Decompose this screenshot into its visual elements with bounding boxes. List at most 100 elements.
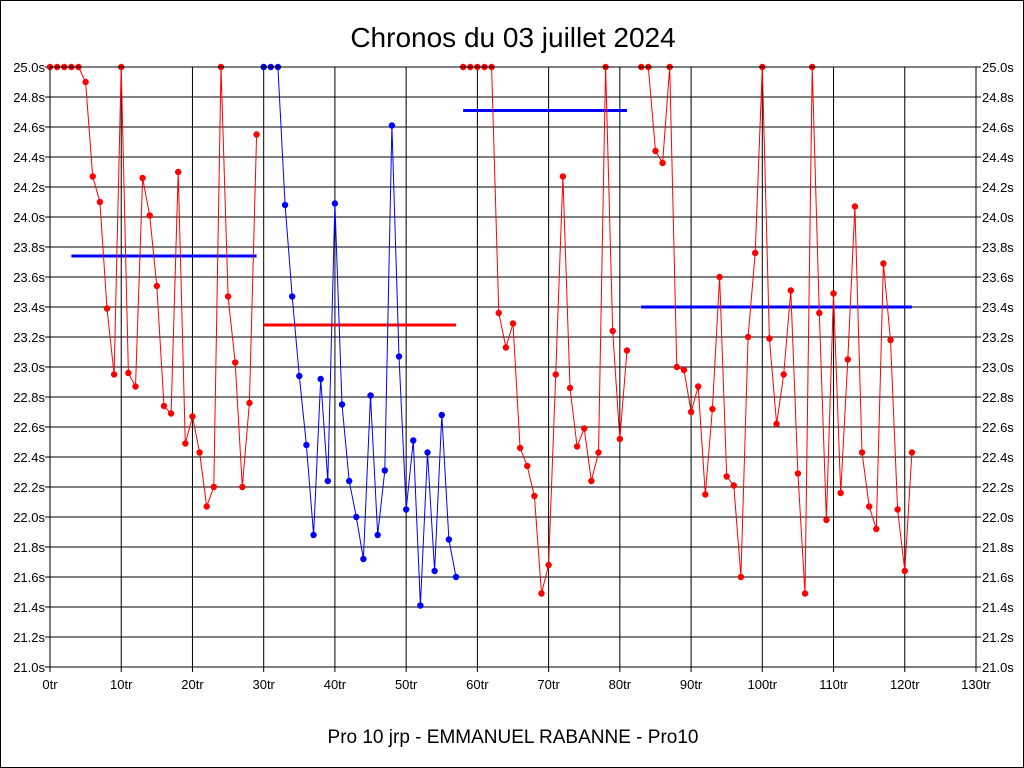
x-tick-label: 100tr <box>747 677 777 692</box>
y-tick-label-right: 23.0s <box>982 360 1014 375</box>
series-line <box>463 66 628 594</box>
data-point <box>239 483 246 491</box>
x-tick-label: 40tr <box>324 677 347 692</box>
y-tick-label-left: 21.0s <box>13 660 45 675</box>
data-point <box>794 470 802 477</box>
data-point <box>516 444 524 452</box>
data-point <box>687 408 695 416</box>
data-point <box>887 336 894 344</box>
data-point <box>175 168 182 176</box>
data-point <box>766 335 773 342</box>
series-points <box>46 63 916 609</box>
data-point <box>581 425 588 432</box>
data-point <box>816 309 823 317</box>
x-tick-label: 50tr <box>395 677 418 692</box>
data-point <box>524 462 531 470</box>
y-tick-label-right: 23.2s <box>982 330 1014 345</box>
y-tick-label-right: 25.0s <box>982 60 1014 75</box>
data-point <box>801 590 809 597</box>
x-tick-label: 90tr <box>680 677 703 692</box>
data-point <box>851 203 859 210</box>
data-point <box>410 437 417 444</box>
data-point <box>787 287 794 294</box>
data-point <box>823 516 830 524</box>
data-point <box>538 590 545 597</box>
y-tick-label-right: 21.6s <box>982 570 1014 585</box>
data-point <box>232 359 239 366</box>
y-tick-label-left: 24.4s <box>13 150 45 165</box>
data-point <box>132 383 139 390</box>
y-tick-label-right: 22.0s <box>982 510 1014 525</box>
data-point <box>203 503 210 510</box>
series-line <box>641 66 913 594</box>
y-tick-label-left: 22.2s <box>13 480 45 495</box>
data-point <box>588 477 595 485</box>
y-axis-right-labels: 25.0s 24.8s 24.6s 24.4s 24.2s 24.0s 23.8s 23.6s… <box>982 60 1014 675</box>
y-tick-label-left: 22.0s <box>13 510 45 525</box>
data-point <box>317 375 324 383</box>
y-tick-label-left: 21.6s <box>13 570 45 585</box>
data-point <box>830 290 837 297</box>
y-tick-label-right: 23.8s <box>982 240 1014 255</box>
data-point <box>894 506 901 513</box>
data-point <box>431 567 438 575</box>
data-point <box>281 201 289 209</box>
data-point <box>652 147 659 155</box>
y-tick-label-right: 24.8s <box>982 90 1014 105</box>
y-tick-label-right: 22.8s <box>982 390 1014 405</box>
y-tick-label-right: 23.4s <box>982 300 1014 315</box>
data-point <box>167 410 175 417</box>
data-point <box>737 573 745 581</box>
y-tick-label-left: 21.4s <box>13 600 45 615</box>
data-point <box>552 371 559 378</box>
y-tick-label-right: 22.4s <box>982 450 1014 465</box>
data-point <box>502 344 510 351</box>
y-tick-label-left: 22.4s <box>13 450 45 465</box>
x-tick-label: 30tr <box>252 677 275 692</box>
y-tick-label-left: 21.2s <box>13 630 45 645</box>
data-point <box>246 399 253 407</box>
plot-area-border <box>49 66 977 668</box>
data-point <box>367 392 374 399</box>
data-point <box>445 536 453 543</box>
y-tick-label-left: 23.8s <box>13 240 45 255</box>
chart-title: Chronos du 03 juillet 2024 <box>350 22 675 53</box>
data-point <box>125 369 132 377</box>
y-tick-label-left: 23.0s <box>13 360 45 375</box>
data-point <box>196 449 203 456</box>
y-tick-label-right: 21.0s <box>982 660 1014 675</box>
data-point <box>438 411 445 419</box>
data-point <box>296 372 303 380</box>
x-tick-label: 130tr <box>961 677 991 692</box>
data-point <box>417 602 424 609</box>
data-point <box>880 260 887 267</box>
data-point <box>324 477 331 485</box>
data-point <box>751 249 759 257</box>
data-point <box>509 320 517 327</box>
data-point <box>744 333 752 341</box>
data-point <box>495 309 502 317</box>
data-point <box>709 405 716 413</box>
data-point <box>182 440 189 447</box>
data-point <box>780 371 787 378</box>
data-point <box>452 573 460 581</box>
data-point <box>723 473 730 480</box>
data-point <box>89 173 96 180</box>
data-point <box>844 356 851 363</box>
data-point <box>908 449 916 456</box>
y-tick-label-right: 21.2s <box>982 630 1014 645</box>
x-tick-label: 0tr <box>42 677 58 692</box>
data-point <box>559 173 567 180</box>
x-tick-label: 10tr <box>110 677 133 692</box>
y-tick-label-left: 23.2s <box>13 330 45 345</box>
data-point <box>388 122 396 129</box>
data-point <box>288 293 296 300</box>
y-tick-label-right: 24.4s <box>982 150 1014 165</box>
data-point <box>595 449 602 456</box>
data-point <box>573 443 581 450</box>
y-tick-label-left: 24.2s <box>13 180 45 195</box>
y-tick-label-right: 24.6s <box>982 120 1014 135</box>
data-point <box>659 159 666 167</box>
